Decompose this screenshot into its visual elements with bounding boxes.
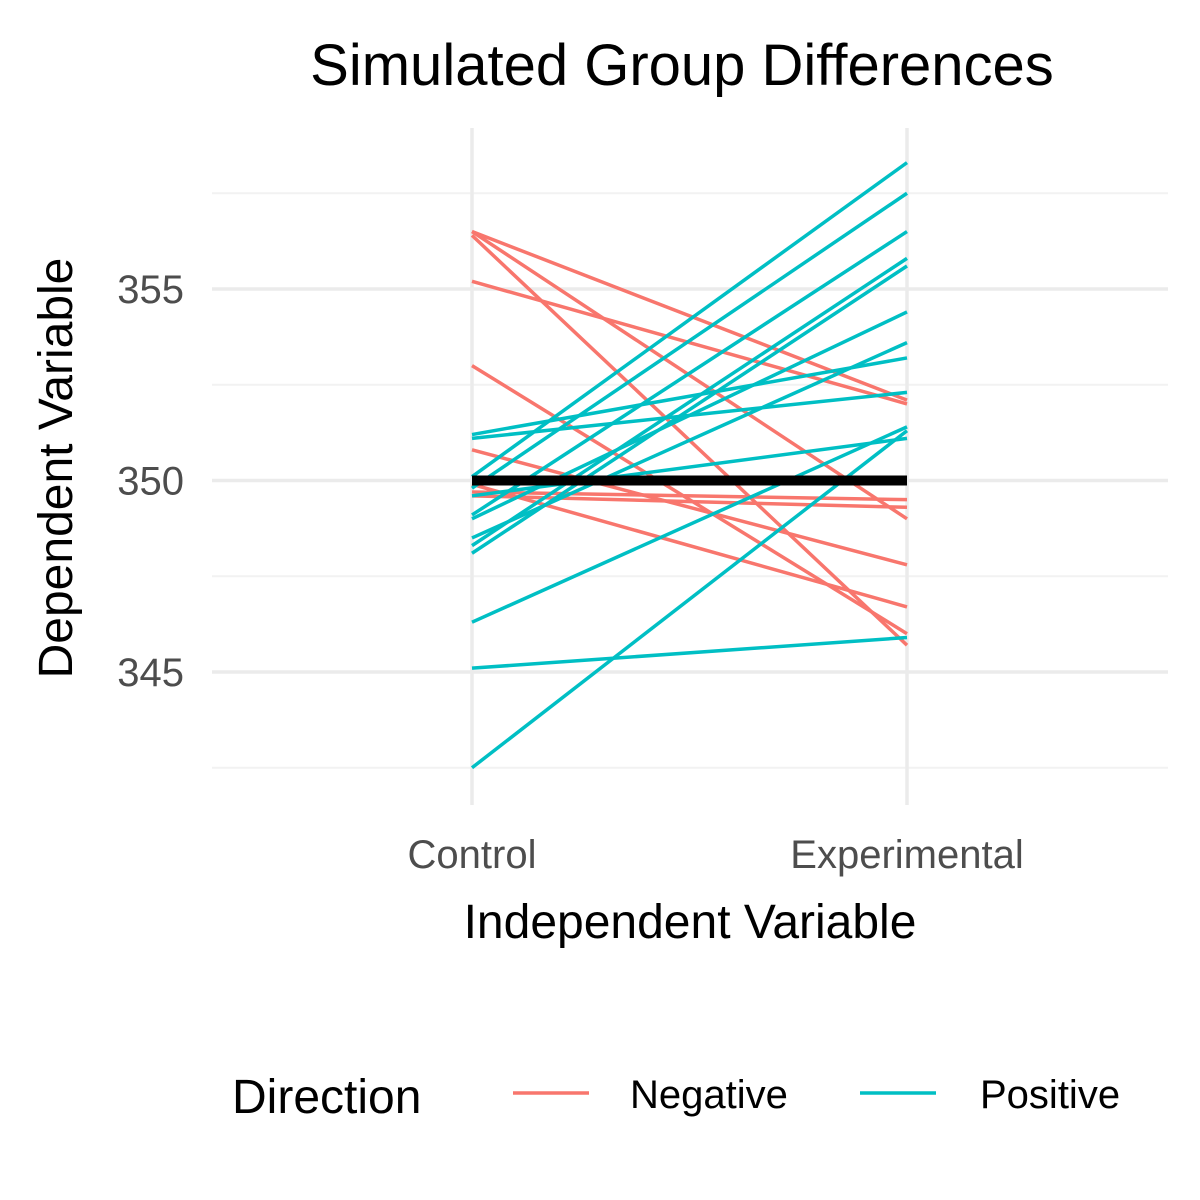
legend-title: Direction xyxy=(232,1071,421,1124)
x-axis-title: Independent Variable xyxy=(464,896,917,949)
y-tick-label: 345 xyxy=(117,651,184,695)
legend: Direction Negative Positive xyxy=(232,1071,1120,1124)
series-line-positive xyxy=(470,429,909,770)
legend-label-negative: Negative xyxy=(630,1073,788,1117)
series-line-positive xyxy=(471,191,908,490)
x-tick-label-experimental: Experimental xyxy=(790,833,1023,877)
y-axis-title: Dependent Variable xyxy=(30,258,83,679)
series-line-negative xyxy=(471,364,908,636)
series-line-positive xyxy=(471,356,908,437)
series-line-positive xyxy=(471,256,908,548)
plot-series xyxy=(470,161,909,770)
series-line-positive xyxy=(470,161,909,479)
x-axis-ticks: Control Experimental xyxy=(408,833,1024,877)
y-tick-label: 350 xyxy=(117,460,184,504)
legend-label-positive: Positive xyxy=(980,1073,1120,1117)
series-line-positive xyxy=(471,425,908,624)
y-tick-label: 355 xyxy=(117,268,184,312)
series-line-positive xyxy=(471,635,908,670)
x-tick-label-control: Control xyxy=(408,833,537,877)
chart-title: Simulated Group Differences xyxy=(310,33,1054,98)
series-line-positive xyxy=(471,341,908,540)
series-line-negative xyxy=(471,490,908,502)
y-axis-ticks: 345 350 355 xyxy=(117,268,184,695)
series-line-positive xyxy=(471,230,908,517)
